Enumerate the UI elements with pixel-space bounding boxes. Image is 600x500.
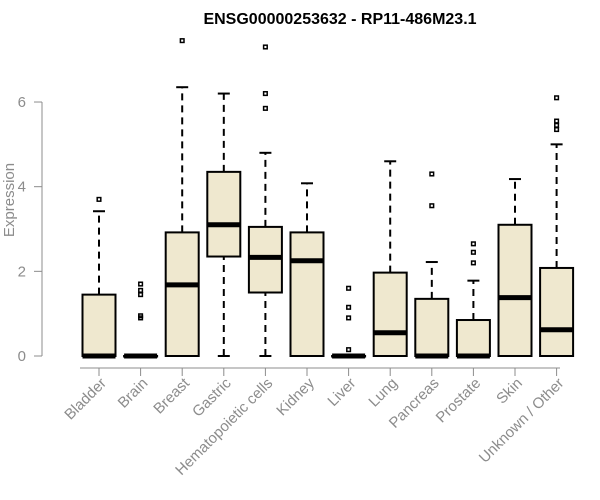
box-hematopoietic-cells — [247, 44, 283, 357]
outlier-point — [179, 38, 185, 44]
outlier-point — [96, 196, 102, 202]
x-tick-label: Bladder — [61, 375, 110, 424]
outlier-point — [138, 292, 144, 298]
box-skin — [497, 178, 533, 357]
y-axis-label: Expression — [1, 163, 18, 237]
outlier-point — [470, 260, 476, 266]
outlier-point — [554, 126, 560, 133]
outlier-point — [138, 313, 144, 319]
outlier-point — [346, 285, 352, 291]
outlier-point — [470, 241, 476, 247]
box-liver — [331, 285, 367, 359]
outlier-point — [429, 203, 435, 209]
box-bladder — [81, 196, 117, 359]
outlier-point — [554, 122, 560, 128]
box-series — [81, 38, 575, 359]
outlier-point — [138, 281, 144, 287]
box-breast — [164, 38, 200, 357]
box-pancreas — [414, 171, 450, 359]
box-rect — [497, 223, 533, 357]
x-tick-label: Skin — [493, 375, 526, 408]
box-rect — [206, 170, 242, 258]
box-rect — [455, 319, 491, 357]
outlier-point — [262, 44, 268, 50]
outlier-point — [554, 118, 560, 124]
y-tick-label: 6 — [18, 94, 26, 111]
outlier-point — [262, 105, 268, 111]
box-rect — [372, 271, 408, 357]
y-axis-ticks: 0 2 4 6 — [18, 94, 42, 365]
box-kidney — [289, 182, 325, 357]
x-tick-label: Liver — [324, 375, 359, 410]
outlier-point — [470, 249, 476, 255]
x-tick-label: Breast — [150, 374, 193, 417]
outlier-point — [346, 304, 352, 310]
box-lung — [372, 160, 408, 357]
outlier-point — [262, 91, 268, 97]
box-rect — [414, 297, 450, 357]
chart-title: ENSG00000253632 - RP11-486M23.1 — [203, 11, 476, 28]
box-unknown-other — [539, 95, 575, 358]
outlier-point — [346, 347, 352, 353]
y-tick-label: 4 — [18, 179, 26, 196]
box-prostate — [455, 241, 491, 359]
box-gastric — [206, 92, 242, 357]
x-tick-label: Prostate — [433, 375, 485, 427]
x-tick-label: Kidney — [273, 374, 318, 419]
outlier-point — [429, 171, 435, 177]
box-rect — [164, 231, 200, 357]
outlier-point — [346, 315, 352, 321]
box-brain — [123, 281, 159, 359]
y-tick-label: 2 — [18, 263, 26, 280]
x-tick-label: Brain — [115, 375, 152, 412]
y-tick-label: 0 — [18, 348, 26, 365]
box-rect — [81, 293, 117, 357]
outlier-point — [138, 287, 144, 293]
x-tick-label: Lung — [365, 375, 401, 411]
box-rect — [289, 231, 325, 357]
box-rect — [539, 266, 575, 358]
outlier-point — [554, 95, 560, 101]
